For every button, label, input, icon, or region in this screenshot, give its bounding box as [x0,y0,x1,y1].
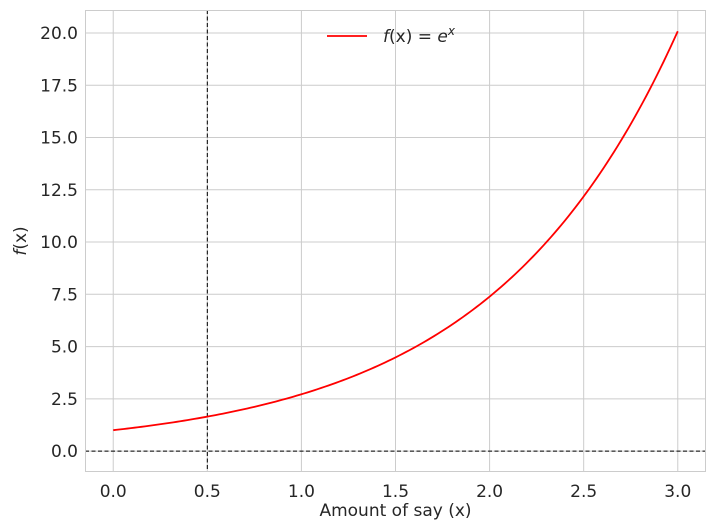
legend-e: e [437,27,447,47]
y-tick-label-4: 10.0 [40,233,78,253]
y-tick-label-6: 15.0 [40,129,78,149]
y-tick-labels: 0.0 2.5 5.0 7.5 10.0 12.5 15.0 17.5 20.0 [40,24,78,462]
series-line-exp [113,30,679,432]
y-axis-label-f: f [11,247,31,256]
x-tick-label-1: 0.5 [194,482,221,502]
legend-f: f [383,27,392,47]
x-tick-labels: 0.0 0.5 1.0 1.5 2.0 2.5 3.0 [100,482,692,502]
y-tick-label-5: 12.5 [40,181,78,201]
x-axis-label: Amount of say (x) [319,501,471,521]
legend-paren: (x) = [389,27,437,47]
y-tick-label-8: 20.0 [40,24,78,44]
y-axis-label-x: (x) [11,226,31,249]
y-tick-label-1: 2.5 [51,390,78,410]
y-axis-label: f(x) [11,226,31,255]
legend-sup: x [447,24,456,38]
x-tick-label-2: 1.0 [288,482,315,502]
legend: f(x) = ex [327,24,456,47]
y-tick-label-7: 17.5 [40,76,78,96]
x-tick-label-6: 3.0 [664,482,691,502]
x-tick-label-3: 1.5 [382,482,409,502]
y-tick-label-2: 5.0 [51,338,78,358]
x-tick-label-5: 2.5 [570,482,597,502]
x-tick-label-4: 2.0 [476,482,503,502]
y-tick-label-3: 7.5 [51,285,78,305]
reference-lines [85,10,706,472]
legend-entry-label: f(x) = ex [383,24,456,47]
plot-frame [85,10,706,472]
y-tick-label-0: 0.0 [51,442,78,462]
x-tick-label-0: 0.0 [100,482,127,502]
